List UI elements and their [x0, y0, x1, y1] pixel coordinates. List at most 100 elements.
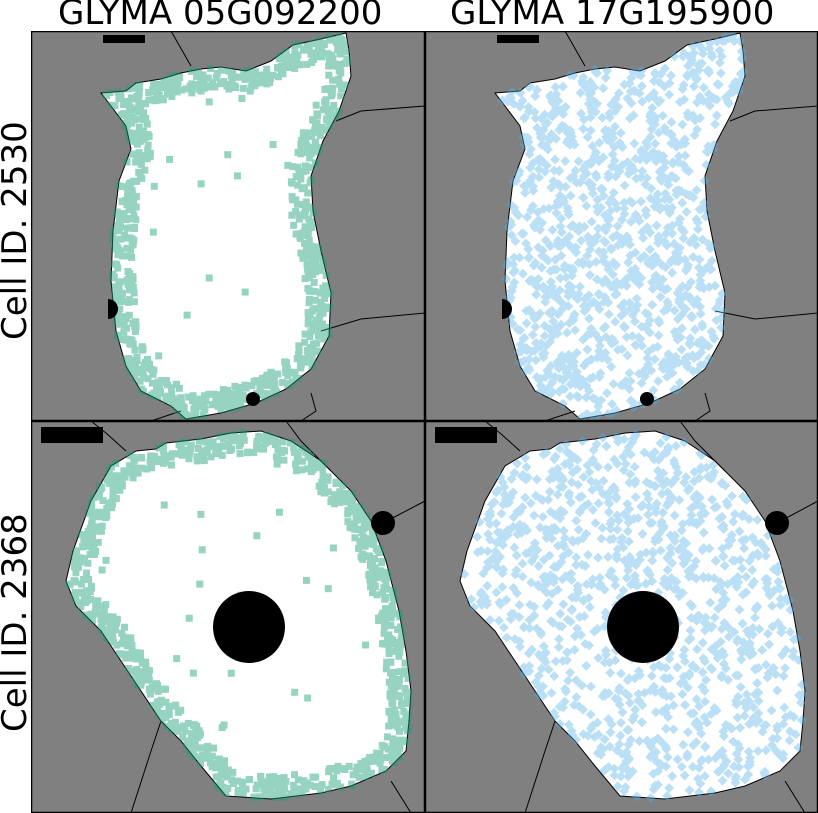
transcript-point — [262, 791, 269, 798]
transcript-point — [246, 776, 253, 783]
transcript-point — [329, 55, 336, 62]
transcript-point — [253, 532, 260, 539]
transcript-point — [290, 222, 297, 229]
transcript-point — [390, 595, 397, 602]
transcript-point — [229, 437, 236, 444]
transcript-point — [119, 482, 126, 489]
transcript-point — [154, 705, 161, 712]
transcript-point — [123, 159, 130, 166]
transcript-point — [378, 558, 385, 565]
transcript-point — [99, 567, 106, 574]
transcript-point — [231, 398, 238, 405]
transcript-point — [394, 683, 401, 690]
transcript-point — [205, 391, 212, 398]
cell-2530-glyma05g-plot — [31, 31, 425, 421]
transcript-point — [243, 786, 250, 793]
transcript-point — [173, 381, 180, 388]
transcript-point — [138, 465, 145, 472]
transcript-point — [383, 659, 390, 666]
transcript-point — [139, 660, 146, 667]
transcript-point — [94, 597, 101, 604]
transcript-point — [383, 586, 390, 593]
transcript-point — [293, 231, 300, 238]
transcript-point — [260, 390, 267, 397]
transcript-point — [166, 156, 173, 163]
transcript-point — [320, 472, 327, 479]
neighbor-nucleus — [765, 511, 789, 535]
transcript-point — [273, 794, 280, 801]
transcript-point — [132, 465, 139, 472]
transcript-point — [147, 153, 154, 160]
transcript-point — [299, 211, 306, 218]
transcript-point — [383, 665, 390, 672]
nucleus — [607, 591, 679, 663]
transcript-point — [323, 272, 330, 279]
transcript-point — [229, 81, 236, 88]
transcript-point — [118, 476, 125, 483]
transcript-point — [390, 587, 397, 594]
transcript-point — [321, 485, 328, 492]
transcript-point — [304, 695, 311, 702]
transcript-point — [403, 689, 410, 696]
transcript-point — [185, 394, 192, 401]
transcript-point — [400, 670, 407, 677]
transcript-point — [218, 771, 225, 778]
transcript-point — [197, 511, 204, 518]
transcript-point — [329, 112, 336, 119]
transcript-point — [306, 45, 313, 52]
transcript-point — [264, 72, 271, 79]
transcript-point — [67, 581, 74, 588]
transcript-point — [366, 553, 373, 560]
transcript-point — [110, 231, 117, 238]
transcript-point — [275, 65, 282, 72]
transcript-point — [294, 201, 301, 208]
transcript-point — [379, 742, 386, 749]
transcript-point — [155, 379, 162, 386]
transcript-point — [276, 55, 283, 62]
transcript-point — [363, 513, 370, 520]
transcript-point — [309, 458, 316, 465]
transcript-point — [258, 79, 265, 86]
transcript-point — [89, 617, 96, 624]
transcript-point — [291, 64, 298, 71]
transcript-point — [159, 715, 166, 722]
transcript-point — [316, 310, 323, 317]
transcript-point — [236, 450, 243, 457]
transcript-point — [316, 38, 323, 45]
transcript-point — [114, 222, 121, 229]
transcript-point — [328, 92, 335, 99]
transcript-point — [207, 65, 214, 72]
transcript-point — [188, 730, 195, 737]
transcript-point — [156, 94, 163, 101]
transcript-point — [108, 102, 115, 109]
transcript-point — [160, 447, 167, 454]
transcript-point — [133, 204, 140, 211]
scale-bar — [41, 427, 103, 443]
transcript-point — [127, 197, 134, 204]
transcript-point — [308, 133, 315, 140]
transcript-point — [251, 82, 258, 89]
transcript-point — [132, 675, 139, 682]
transcript-point — [313, 243, 320, 250]
transcript-point — [298, 361, 305, 368]
transcript-point — [184, 312, 191, 319]
transcript-point — [343, 498, 350, 505]
transcript-point — [123, 112, 130, 119]
transcript-point — [358, 541, 365, 548]
transcript-point — [94, 524, 101, 531]
transcript-point — [311, 464, 318, 471]
transcript-point — [111, 292, 118, 299]
transcript-point — [328, 780, 335, 787]
transcript-point — [328, 106, 335, 113]
transcript-point — [133, 151, 140, 158]
transcript-point — [381, 766, 388, 773]
transcript-point — [223, 403, 230, 410]
transcript-point — [89, 546, 96, 553]
transcript-point — [368, 562, 375, 569]
transcript-point — [137, 454, 144, 461]
transcript-point — [132, 159, 139, 166]
panel-r1-c1 — [425, 421, 818, 813]
transcript-point — [312, 297, 319, 304]
transcript-point — [273, 453, 280, 460]
transcript-point — [195, 731, 202, 738]
